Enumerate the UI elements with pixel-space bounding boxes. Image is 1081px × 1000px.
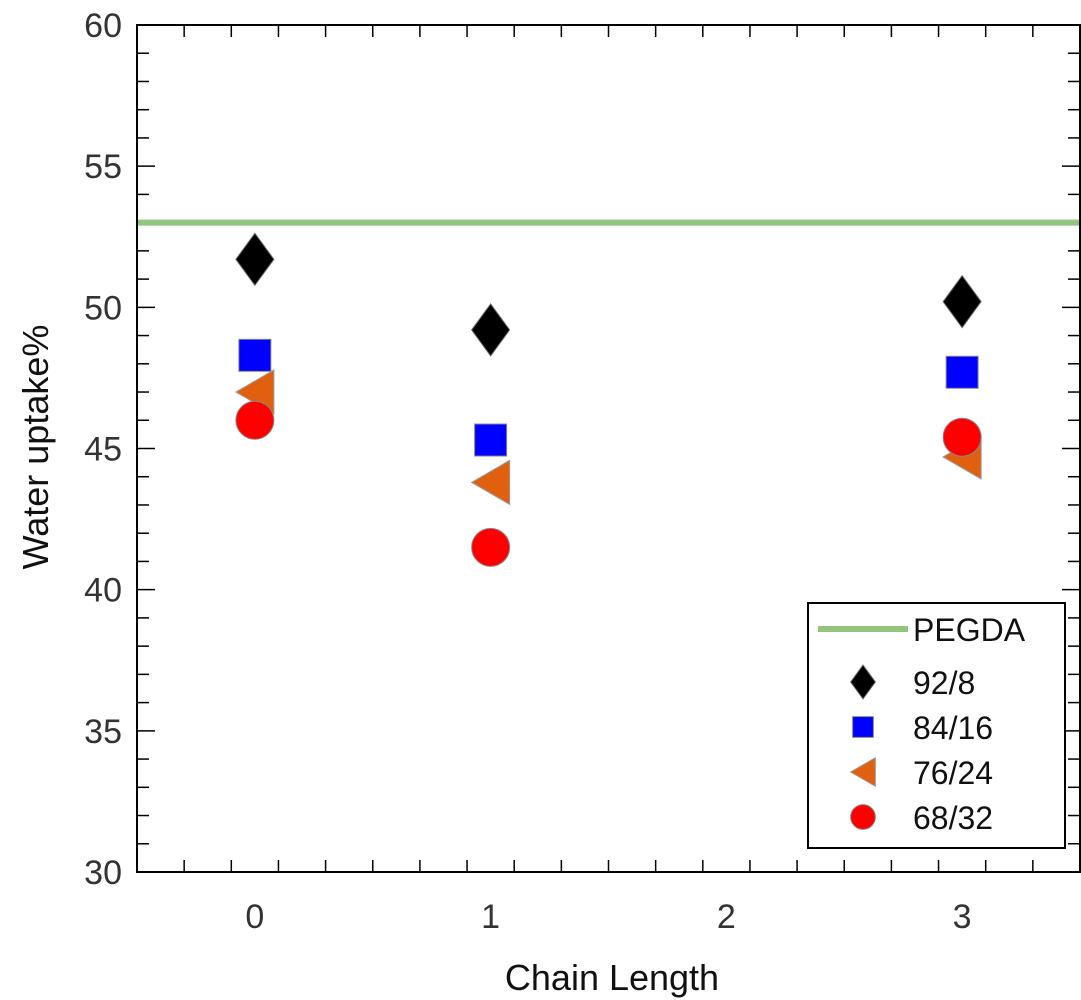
data-point-circle [235,400,275,440]
x-tick-label: 2 [717,898,736,936]
x-tick-label: 0 [245,898,264,936]
data-point-diamond [942,274,982,329]
data-point-triangle-left [470,459,511,506]
data-point-square [945,355,979,389]
legend-label-pegda: PEGDA [913,612,1026,648]
data-points [234,232,982,567]
legend-marker-square [852,716,874,738]
y-tick-label: 50 [84,289,122,327]
legend-label: 76/24 [913,755,993,791]
legend-label: 92/8 [913,665,975,701]
y-tick-label: 45 [84,431,122,469]
y-tick-label: 35 [84,713,122,751]
legend-marker-circle [850,804,876,830]
data-point-diamond [235,232,275,287]
series-92-8 [235,232,982,357]
y-tick-label: 60 [84,7,122,45]
series-84-16 [238,338,979,457]
y-tick-label: 55 [84,148,122,186]
legend: PEGDA 92/8 84/16 76/24 68/32 [807,602,1066,849]
axis-ticks [136,24,1081,873]
y-tick-label: 40 [84,572,122,610]
series-76-24 [234,369,982,506]
series-68-32 [235,400,982,567]
data-point-diamond [471,303,511,357]
data-point-circle [942,417,982,457]
y-axis-title: Water uptake% [15,325,56,570]
data-point-square [238,338,272,372]
legend-box [807,602,1066,849]
tick-labels: 0 1 2 3 30 35 40 45 50 55 60 [84,7,971,936]
data-point-square [474,423,508,457]
legend-marker-diamond [850,664,876,700]
y-tick-label: 30 [84,854,122,892]
x-axis-title: Chain Length [505,957,719,998]
data-point-circle [471,527,511,567]
x-tick-label: 3 [953,898,972,936]
legend-label: 84/16 [913,710,993,746]
legend-label: 68/32 [913,800,993,836]
legend-marker-triangle-left [849,756,876,788]
x-tick-label: 1 [481,898,500,936]
plot-frame [136,24,1081,873]
